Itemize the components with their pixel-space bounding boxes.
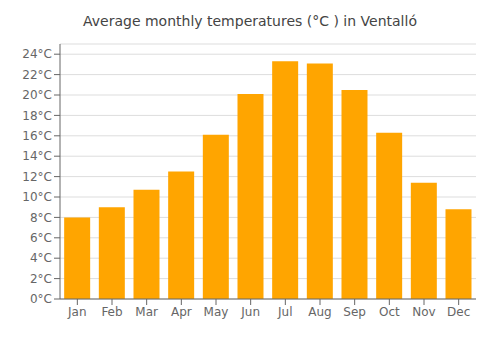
svg-text:Sep: Sep [343, 305, 366, 319]
svg-text:Jul: Jul [277, 305, 292, 319]
svg-text:Jun: Jun [240, 305, 260, 319]
svg-text:May: May [204, 305, 229, 319]
svg-text:Mar: Mar [135, 305, 158, 319]
svg-text:10°C: 10°C [22, 190, 52, 204]
svg-text:20°C: 20°C [22, 88, 52, 102]
svg-text:Feb: Feb [101, 305, 122, 319]
svg-text:Nov: Nov [412, 305, 435, 319]
html-text:Average monthly temperatures (: Average monthly temperatures (°C ) in Ve… [83, 13, 417, 29]
svg-text:18°C: 18°C [22, 109, 52, 123]
svg-text:Oct: Oct [379, 305, 400, 319]
svg-text:4°C: 4°C [30, 251, 52, 265]
svg-text:22°C: 22°C [22, 68, 52, 82]
svg-text:Dec: Dec [447, 305, 470, 319]
svg-text:12°C: 12°C [22, 170, 52, 184]
svg-text:6°C: 6°C [30, 231, 52, 245]
svg-text:14°C: 14°C [22, 149, 52, 163]
svg-text:0°C: 0°C [30, 292, 52, 306]
svg-text:Jan: Jan [67, 305, 87, 319]
svg-text:Aug: Aug [308, 305, 331, 319]
svg-text:24°C: 24°C [22, 47, 52, 61]
svg-text:Apr: Apr [171, 305, 192, 319]
svg-text:2°C: 2°C [30, 272, 52, 286]
svg-text:16°C: 16°C [22, 129, 52, 143]
svg-text:8°C: 8°C [30, 211, 52, 225]
